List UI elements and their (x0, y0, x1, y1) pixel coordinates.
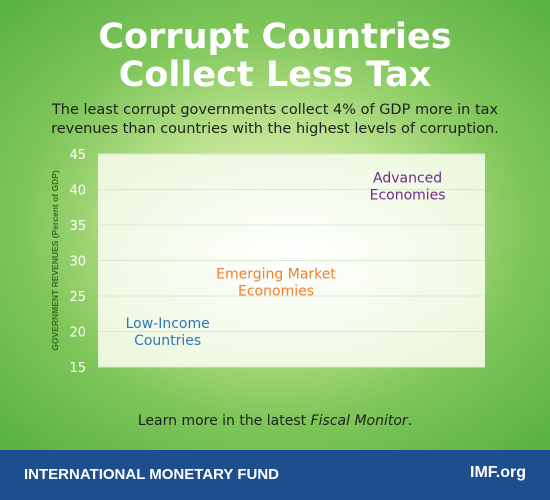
y-tick-label: 35 (69, 219, 86, 234)
y-tick-label: 30 (69, 255, 86, 270)
footer-note-emphasis: Fiscal Monitor (310, 413, 408, 429)
data-label-line: Countries (134, 333, 201, 349)
data-label-line: Economies (370, 188, 446, 204)
footer-note-suffix: . (407, 413, 413, 429)
y-tick-label: 45 (69, 148, 86, 163)
y-tick-label: 15 (69, 361, 86, 375)
y-tick-label: 20 (69, 326, 86, 341)
title-line-1: Corrupt Countries (98, 17, 452, 57)
footer-note-prefix: Learn more in the latest (137, 413, 311, 429)
data-label-line: Emerging Market (216, 266, 336, 282)
title-line-2: Collect Less Tax (118, 55, 432, 95)
data-label-line: Low-Income (126, 316, 210, 332)
subtitle: The least corrupt governments collect 4%… (51, 102, 499, 137)
footer-note: Learn more in the latest Fiscal Monitor. (0, 413, 550, 429)
data-label-line: Economies (238, 283, 314, 299)
chart: 15 20 25 30 35 40 45 GOVERNMENT REVENUES (Perce… (50, 148, 485, 375)
y-tick-label: 25 (69, 290, 86, 305)
org-name: INTERNATIONAL MONETARY FUND (24, 466, 279, 483)
data-label-line: Advanced (373, 171, 442, 187)
site-link[interactable]: IMF.org (470, 464, 526, 481)
y-axis-label: GOVERNMENT REVENUES (Percent of GDP) (50, 170, 60, 351)
y-tick-label: 40 (69, 184, 86, 199)
footer-bar: INTERNATIONAL MONETARY FUND IMF.org (0, 450, 550, 500)
page-title: Corrupt Countries Collect Less Tax (0, 18, 550, 94)
